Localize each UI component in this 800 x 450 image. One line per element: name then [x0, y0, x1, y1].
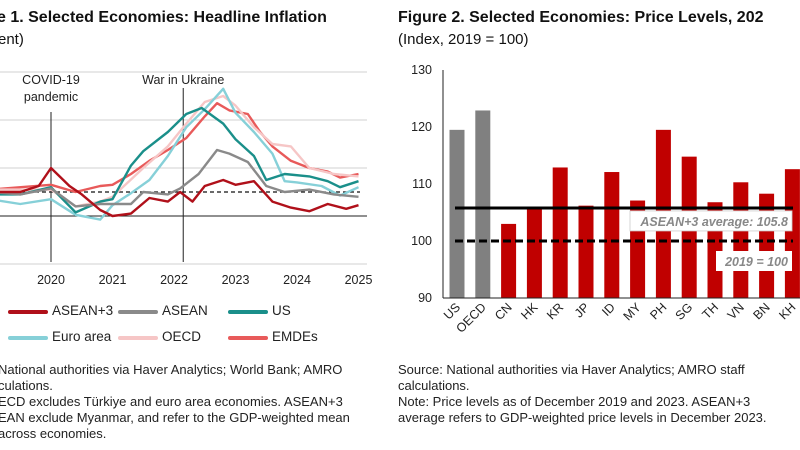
x-tick-label: 2024	[283, 273, 311, 287]
footnote-line: average refers to GDP-weighted price lev…	[398, 410, 767, 425]
footnote-line: Source: National authorities via Haver A…	[398, 362, 745, 377]
event-annotation: COVID-19	[22, 73, 80, 87]
footnote-line: National authorities via Haver Analytics…	[0, 362, 343, 377]
bar-id	[604, 172, 620, 298]
y-tick-label: 130	[411, 63, 432, 77]
x-tick-label: 2020	[37, 273, 65, 287]
baseline-label-box	[716, 251, 792, 271]
series-line-emdes	[0, 101, 359, 194]
legend-label: US	[272, 303, 291, 318]
legend-swatch	[228, 336, 268, 340]
x-tick-label: BN	[751, 300, 773, 322]
x-tick-label: HK	[518, 300, 541, 323]
event-annotation: pandemic	[24, 90, 78, 104]
legend-swatch	[118, 336, 158, 340]
footnote-line: calculations.	[398, 378, 470, 393]
x-tick-label: 2023	[222, 273, 250, 287]
bar-oecd	[475, 110, 491, 298]
x-tick-label: ID	[599, 300, 618, 319]
x-tick-label: 2021	[99, 273, 127, 287]
average-label-box	[629, 210, 793, 232]
y-tick-label: 110	[412, 177, 432, 191]
series-line-euro-area	[0, 87, 359, 221]
x-tick-label: KR	[544, 300, 566, 322]
figure2-title: Figure 2. Selected Economies: Price Leve…	[398, 9, 764, 26]
legend-label: OECD	[162, 329, 202, 344]
footnote-line: EAN exclude Myanmar, and refer to the GD…	[0, 410, 350, 425]
x-tick-label: TH	[699, 300, 721, 322]
bar-jp	[578, 205, 594, 298]
legend-label: Euro area	[52, 329, 112, 344]
figure2-footnotes: Source: National authorities via Haver A…	[398, 362, 767, 426]
bar-us	[449, 129, 465, 298]
x-tick-label: MY	[621, 300, 645, 324]
baseline-label: 2019 = 100	[724, 255, 788, 269]
x-tick-label: SG	[673, 300, 696, 323]
series-line-asean	[0, 148, 359, 208]
bar-kh	[784, 169, 800, 298]
footnote-line: across economies.	[0, 426, 107, 441]
y-tick-label: 100	[411, 234, 432, 248]
footnote-line: ECD excludes Türkiye and euro area econo…	[0, 394, 343, 409]
legend-swatch	[118, 310, 158, 314]
figure1-footnotes: National authorities via Haver Analytics…	[0, 362, 350, 442]
x-tick-label: JP	[572, 300, 592, 320]
footnote-line: Note: Price levels as of December 2019 a…	[398, 394, 751, 409]
x-tick-label: PH	[647, 300, 669, 322]
legend-label: EMDEs	[272, 329, 318, 344]
series-line-us	[0, 106, 359, 214]
footnote-line: culations.	[0, 378, 53, 393]
x-tick-label: 2022	[160, 273, 188, 287]
series-line-asean-3	[0, 166, 359, 218]
bar-cn	[501, 223, 517, 298]
figure1-subtitle: ent)	[0, 31, 24, 48]
legend-label: ASEAN+3	[52, 303, 114, 318]
y-tick-label: 90	[418, 291, 432, 305]
bar-kr	[552, 167, 568, 298]
figure2-subtitle: (Index, 2019 = 100)	[398, 31, 529, 48]
x-tick-label: KH	[776, 300, 798, 322]
x-tick-label: CN	[492, 300, 515, 323]
figure1-title: e 1. Selected Economies: Headline Inflat…	[0, 9, 327, 26]
average-label: ASEAN+3 average: 105.8	[639, 215, 788, 229]
legend-swatch	[228, 310, 268, 314]
x-tick-label: OECD	[453, 300, 488, 335]
event-annotation: War in Ukraine	[142, 73, 224, 87]
x-tick-label: 2025	[345, 273, 373, 287]
bar-hk	[526, 208, 542, 298]
x-tick-label: VN	[725, 300, 747, 322]
legend-label: ASEAN	[162, 303, 208, 318]
legend-swatch	[8, 310, 48, 314]
legend-swatch	[8, 336, 48, 340]
y-tick-label: 120	[411, 120, 432, 134]
